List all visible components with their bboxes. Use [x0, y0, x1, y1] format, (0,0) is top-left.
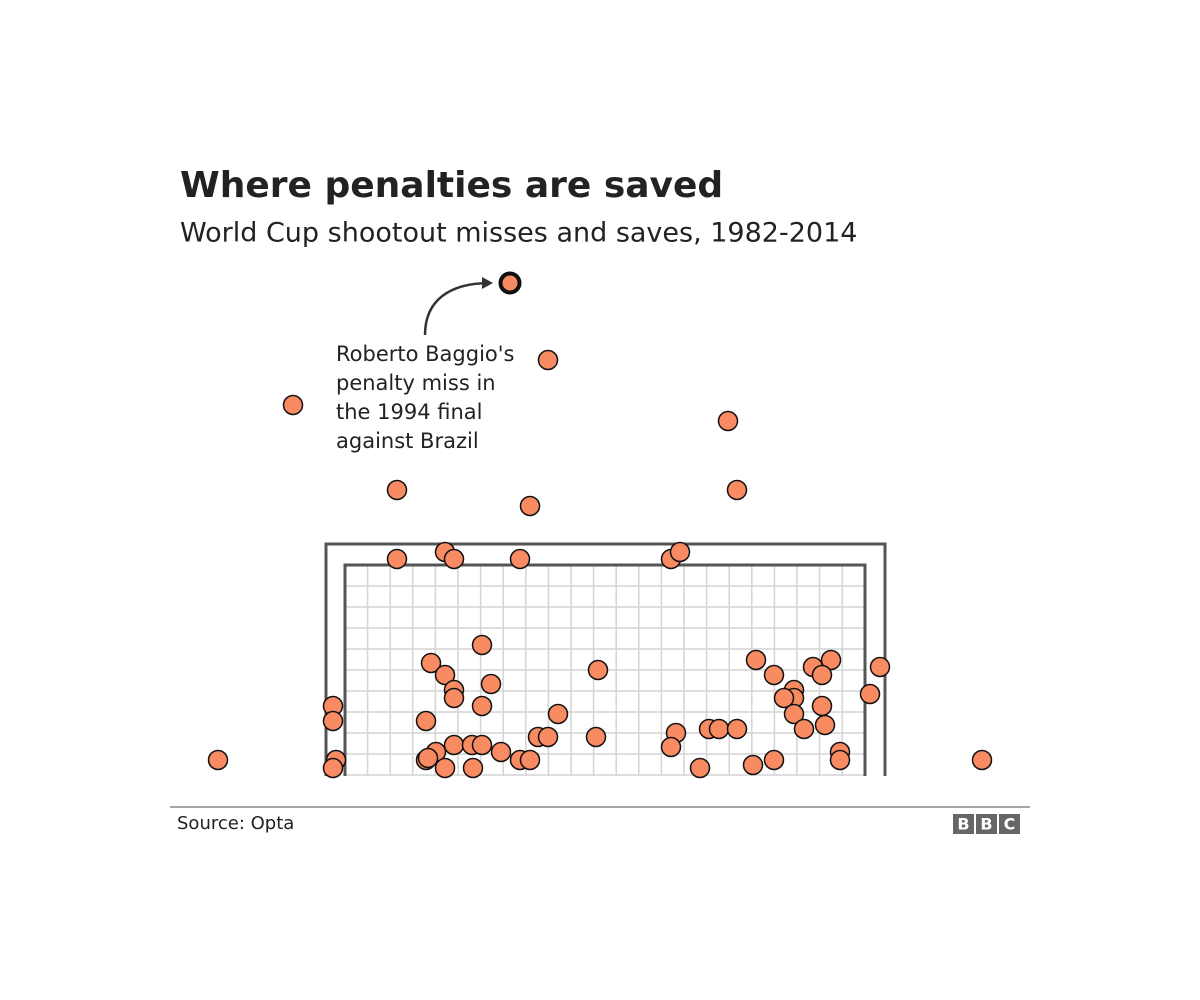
penalty-point — [859, 683, 881, 705]
penalty-point — [207, 749, 229, 771]
ground-mask — [300, 776, 900, 806]
penalty-point — [742, 754, 764, 776]
chart-title: Where penalties are saved — [180, 165, 723, 206]
penalty-point — [480, 673, 502, 695]
penalty-point — [689, 757, 711, 779]
baggio-point — [498, 271, 522, 295]
penalty-point — [660, 736, 682, 758]
penalty-point — [519, 495, 541, 517]
penalty-point — [745, 649, 767, 671]
annotation-line: Roberto Baggio's — [336, 342, 514, 366]
penalty-point — [726, 718, 748, 740]
penalty-point — [386, 479, 408, 501]
arrow-head — [482, 277, 493, 289]
points — [207, 271, 993, 779]
penalty-point — [814, 714, 836, 736]
penalty-point — [537, 726, 559, 748]
penalty-point — [783, 703, 805, 725]
penalty-point — [434, 757, 456, 779]
annotation-line: the 1994 final — [336, 400, 483, 424]
penalty-point — [708, 718, 730, 740]
logo-box — [953, 814, 974, 834]
penalty-point — [829, 749, 851, 771]
penalty-point — [773, 687, 795, 709]
penalty-point — [471, 734, 493, 756]
penalty-point — [971, 749, 993, 771]
penalty-point — [443, 687, 465, 709]
annotation: Roberto Baggio's penalty miss in the 1994 … — [336, 342, 514, 453]
annotation-line: penalty miss in — [336, 371, 496, 395]
penalty-point — [811, 664, 833, 686]
penalty-point — [763, 749, 785, 771]
penalty-point — [509, 548, 531, 570]
penalty-point — [669, 541, 691, 563]
penalty-point — [587, 659, 609, 681]
penalty-point — [585, 726, 607, 748]
penalty-point — [462, 757, 484, 779]
penalty-point — [471, 634, 493, 656]
chart-subtitle: World Cup shootout misses and saves, 198… — [180, 218, 857, 249]
logo-box — [999, 814, 1020, 834]
annotation-line: against Brazil — [336, 429, 479, 453]
penalty-point — [282, 394, 304, 416]
penalty-point — [490, 741, 512, 763]
penalty-point — [869, 656, 891, 678]
penalty-point — [717, 410, 739, 432]
logo-letter: B — [957, 815, 969, 834]
penalty-point — [443, 548, 465, 570]
annotation-arrow — [423, 281, 491, 336]
penalty-point — [547, 703, 569, 725]
source: Source: Opta — [177, 813, 294, 834]
logo-box — [976, 814, 997, 834]
penalty-point — [811, 695, 833, 717]
penalty-point — [763, 664, 785, 686]
penalty-point — [417, 747, 439, 769]
penalty-point — [434, 664, 456, 686]
penalty-point — [537, 349, 559, 371]
penalty-point — [726, 479, 748, 501]
penalty-point — [793, 718, 815, 740]
penalty-point — [820, 649, 842, 671]
penalty-point — [415, 710, 437, 732]
penalty-point — [386, 548, 408, 570]
penalty-point — [322, 710, 344, 732]
penalty-point — [322, 757, 344, 779]
logo-letter: B — [980, 815, 992, 834]
penalty-point — [519, 749, 541, 771]
penalty-point — [443, 734, 465, 756]
penalty-point — [420, 652, 442, 674]
logo-letter: C — [1004, 815, 1016, 834]
penalty-point — [471, 695, 493, 717]
